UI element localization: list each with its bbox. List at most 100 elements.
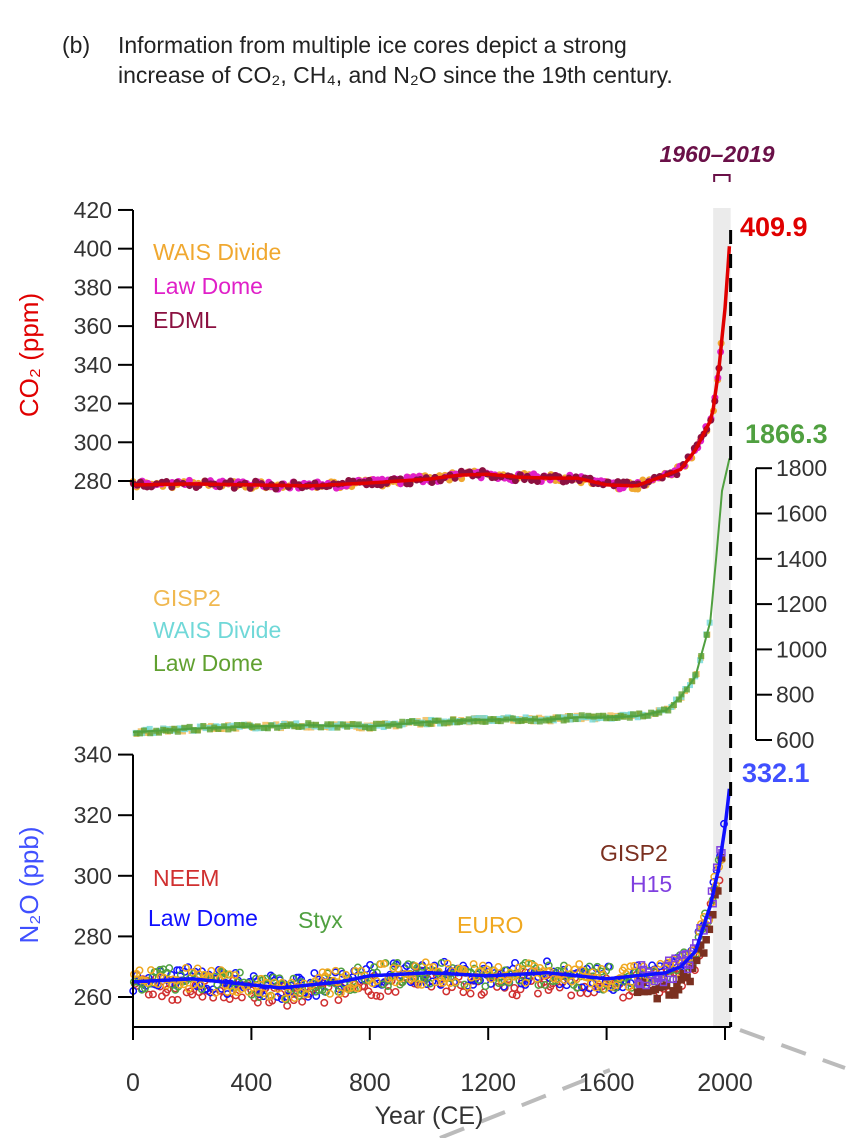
data-point [634, 979, 642, 987]
co2-end-value: 409.9 [740, 212, 808, 242]
data-point [443, 959, 452, 968]
data-point [567, 716, 574, 723]
data-point [665, 707, 672, 714]
data-point [642, 981, 650, 990]
data-point [560, 976, 569, 985]
data-point [289, 974, 298, 983]
data-point [287, 721, 294, 728]
data-point [510, 983, 519, 992]
data-point [578, 983, 586, 992]
data-point [322, 988, 330, 997]
data-point [252, 477, 260, 485]
data-point [611, 981, 620, 990]
tick-label: 800 [776, 682, 814, 708]
data-point [586, 979, 595, 988]
connector-line [739, 1028, 846, 1070]
data-point [187, 968, 196, 977]
legend-entry: Law Dome [153, 273, 263, 299]
data-point [514, 963, 523, 972]
data-point [147, 730, 154, 737]
data-point [428, 478, 436, 486]
legend-entry: WAIS Divide [153, 239, 281, 265]
panel-label: (b) [62, 32, 91, 58]
data-point [465, 716, 472, 723]
data-point [181, 724, 188, 731]
data-point [336, 989, 345, 998]
legend-entry: H15 [630, 871, 672, 897]
data-point [314, 973, 323, 982]
legend-entry: Styx [298, 907, 343, 933]
data-point [230, 484, 238, 492]
data-point [481, 715, 488, 722]
n2o-end-value: 332.1 [742, 758, 810, 788]
data-point [469, 960, 478, 969]
data-point [653, 994, 661, 1003]
data-point [595, 712, 602, 719]
data-point [349, 721, 356, 728]
n2o-axis-label: N₂O (ppb) [14, 826, 44, 943]
data-point [195, 970, 204, 979]
data-point [323, 968, 332, 977]
data-point [425, 963, 434, 972]
data-point [380, 959, 388, 968]
data-point [463, 982, 472, 991]
data-point [225, 970, 234, 979]
data-point [267, 992, 276, 1001]
data-point [470, 718, 477, 725]
data-point [521, 978, 530, 987]
co2-axis: 280 300 320 340 360 380 400 420 [74, 197, 134, 500]
data-point [144, 990, 153, 999]
ch4-axis: 600 800 1000 1200 1400 1600 1800 [755, 455, 827, 753]
data-point [533, 989, 542, 998]
ch4-series [132, 458, 731, 737]
tick-label: 380 [74, 274, 112, 300]
data-point [255, 993, 264, 1002]
data-point [384, 987, 393, 995]
data-point [541, 981, 550, 989]
data-point [475, 715, 482, 722]
data-point [608, 983, 616, 991]
x-axis: 0 400 800 1200 1600 2000 [126, 1026, 753, 1097]
data-point [339, 721, 346, 728]
data-point [355, 721, 362, 728]
data-point [221, 723, 228, 730]
period-label: 1960–2019 [659, 141, 774, 167]
data-point [353, 984, 362, 993]
data-point [257, 974, 266, 983]
co2-series [129, 246, 732, 493]
data-point [527, 717, 534, 724]
data-point [207, 966, 216, 975]
tick-label: 1200 [776, 591, 827, 617]
data-point [378, 720, 385, 727]
data-point [225, 726, 232, 733]
tick-label: 2000 [697, 1069, 753, 1097]
data-point [660, 706, 667, 713]
data-point [194, 727, 201, 734]
data-point [320, 998, 329, 1007]
data-point [200, 722, 207, 729]
data-point [391, 978, 400, 987]
co2-smooth-line [132, 246, 732, 488]
tick-label: 320 [74, 802, 112, 828]
data-point [623, 478, 631, 486]
data-point [310, 969, 319, 978]
data-point [567, 713, 574, 720]
data-point [585, 962, 594, 971]
data-point [197, 981, 206, 990]
data-point [700, 949, 708, 957]
data-point [254, 988, 263, 997]
data-point [692, 956, 701, 965]
data-point [421, 958, 430, 967]
tick-label: 260 [74, 984, 112, 1010]
data-point [605, 962, 614, 971]
legend-entry: GISP2 [600, 840, 668, 866]
data-point [186, 723, 193, 730]
legend-entry: NEEM [153, 865, 219, 891]
data-point [196, 723, 203, 730]
data-point [206, 726, 213, 733]
tick-label: 600 [776, 727, 814, 753]
data-point [230, 725, 237, 732]
data-point [157, 992, 166, 1001]
data-point [617, 712, 624, 719]
data-point [295, 724, 302, 731]
